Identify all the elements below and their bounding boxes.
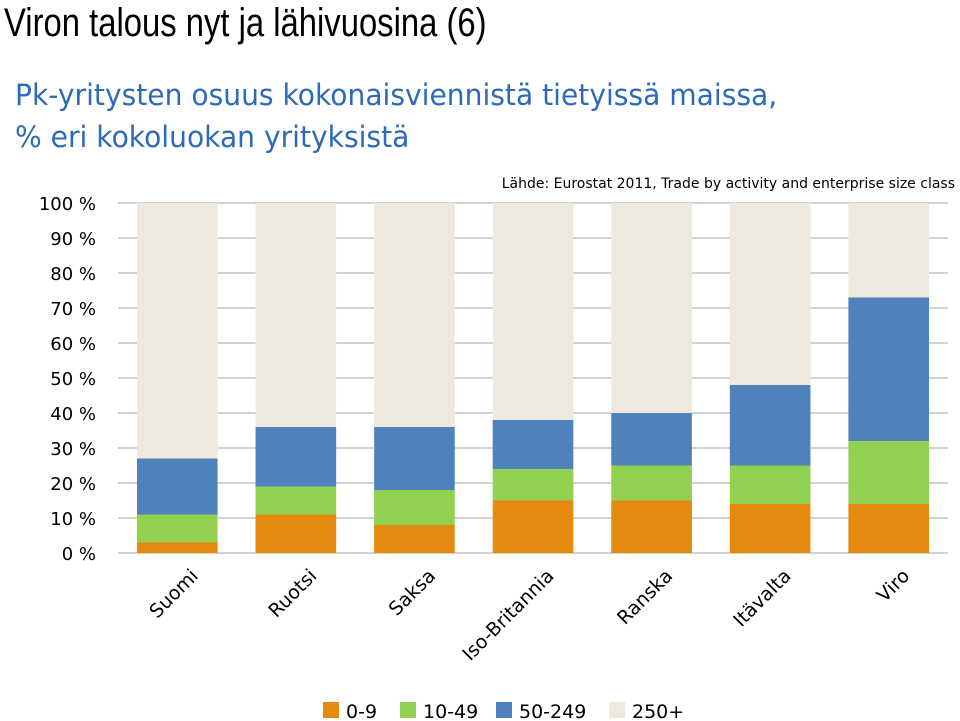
y-tick-label: 40 % [50,404,96,425]
y-tick-label: 100 % [39,194,96,215]
y-axis-tick-labels: 0 % 10 % 20 % 30 % 40 % 50 % 60 % 70 % 80 % 90 % 1… [39,194,96,565]
x-tick-label: Ruotsi [264,565,321,622]
bar-segment [374,427,455,490]
legend: 0-9 10-49 50-249 250+ [323,701,684,721]
chart-title-line-1: Pk-yritysten osuus kokonaisviennistä tie… [15,78,778,112]
legend-label: 10-49 [423,701,478,721]
x-tick-label: Saksa [385,565,440,620]
y-tick-label: 50 % [50,369,96,390]
bar-segment [611,203,692,413]
chart-source: Lähde: Eurostat 2011, Trade by activity … [502,176,955,192]
slide-title: Viron talous nyt ja lähivuosina (6) [4,1,487,45]
bar-segment [374,490,455,525]
bar-segment [729,465,811,504]
bar-segment [492,203,574,420]
bar-segment [374,525,455,553]
bar-segment [255,427,337,487]
x-tick-label: Suomi [145,565,203,623]
bar-segment [492,469,574,501]
bar-segment [729,504,811,553]
y-tick-label: 30 % [50,439,96,460]
legend-swatch [609,702,625,718]
x-axis-tick-labels: Suomi Ruotsi Saksa Iso-Britannia Ranska Itäva… [145,565,914,665]
legend-swatch [400,702,416,718]
bar-segment [255,514,337,553]
y-tick-label: 10 % [50,509,96,530]
bar-segment [374,203,455,427]
bars [136,203,930,553]
x-tick-label: Itävalta [729,565,795,631]
bar-segment [492,420,574,469]
bar-segment [848,504,930,553]
y-tick-label: 20 % [50,474,96,495]
bar-segment [848,203,930,298]
bar-segment [255,486,337,515]
legend-swatch [496,702,512,718]
bar-segment [848,297,930,441]
bar-segment [136,514,218,543]
x-tick-label: Ranska [613,565,677,629]
bar-segment [136,203,218,459]
bar-segment [611,500,692,553]
bar-segment [492,500,574,553]
legend-label: 50-249 [519,701,586,721]
legend-swatch [323,702,339,718]
chart-title-line-2: % eri kokoluokan yrityksistä [15,120,410,154]
bar-segment [611,413,692,466]
bar-segment [136,542,218,553]
y-tick-label: 80 % [50,264,96,285]
bar-segment [255,203,337,427]
x-tick-label: Viro [873,565,915,607]
bar-segment [729,385,811,466]
y-tick-label: 60 % [50,334,96,355]
bar-segment [848,441,930,504]
bar-segment [729,203,811,385]
bar-segment [611,465,692,501]
legend-label: 250+ [632,701,684,721]
y-tick-label: 0 % [62,544,96,565]
y-tick-label: 70 % [50,299,96,320]
legend-label: 0-9 [346,701,377,721]
y-tick-label: 90 % [50,229,96,250]
x-tick-label: Iso-Britannia [458,565,558,665]
chart-title: Pk-yritysten osuus kokonaisviennistä tie… [15,74,777,158]
bar-segment [136,458,218,515]
